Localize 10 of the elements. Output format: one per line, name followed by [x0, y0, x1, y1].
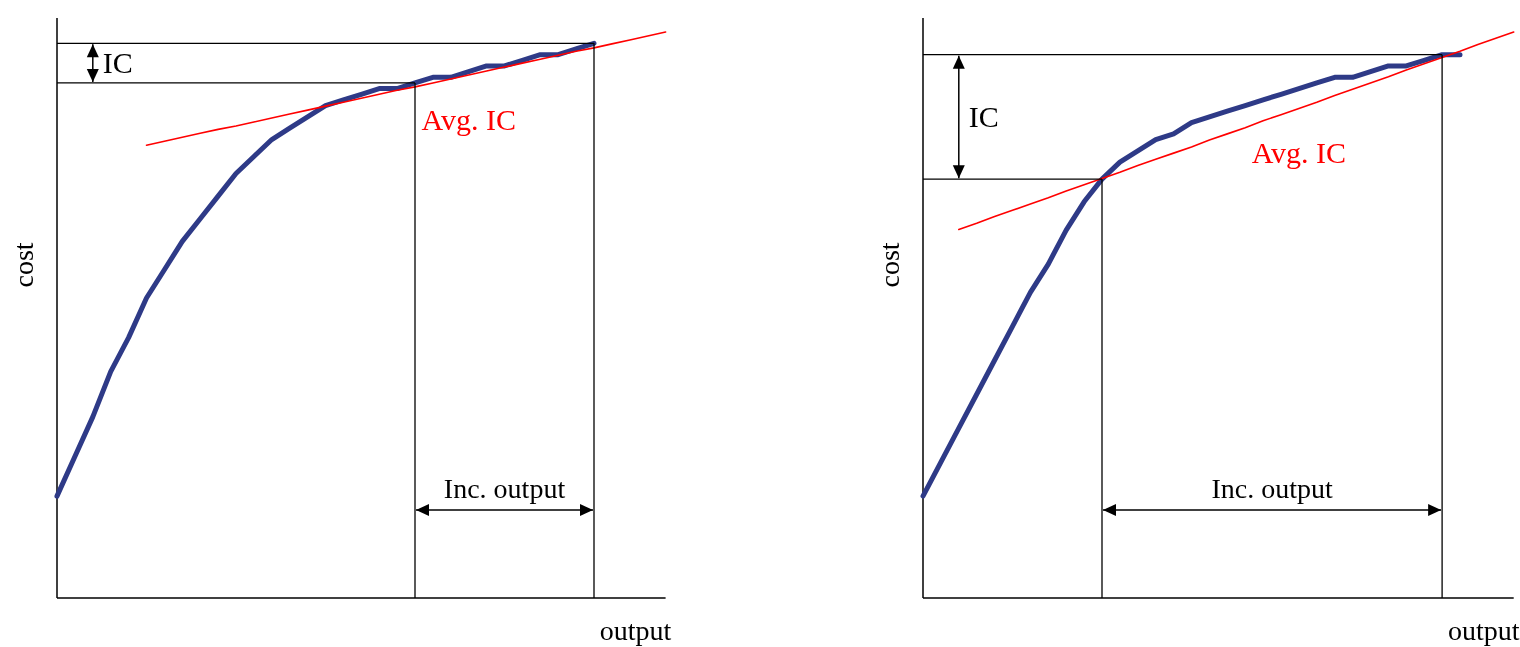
annotation: Inc. output [1211, 473, 1333, 504]
annotation: IC [102, 46, 133, 80]
y-axis-title: cost [874, 242, 905, 288]
annotation: IC [968, 99, 999, 133]
series-label: Avg. IC [421, 103, 516, 137]
annotation: Inc. output [443, 473, 566, 504]
x-axis-title: output [599, 615, 672, 646]
x-axis-title: output [1447, 615, 1520, 646]
y-axis-title: cost [8, 242, 39, 288]
series-label: Avg. IC [1251, 136, 1347, 170]
